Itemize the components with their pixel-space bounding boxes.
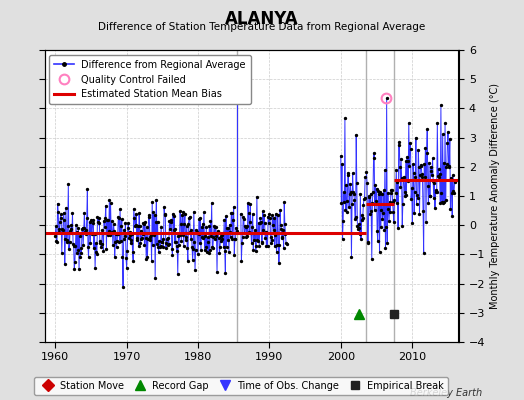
Text: Difference of Station Temperature Data from Regional Average: Difference of Station Temperature Data f…	[99, 22, 425, 32]
Legend: Difference from Regional Average, Quality Control Failed, Estimated Station Mean: Difference from Regional Average, Qualit…	[49, 55, 251, 104]
Y-axis label: Monthly Temperature Anomaly Difference (°C): Monthly Temperature Anomaly Difference (…	[489, 83, 499, 309]
Legend: Station Move, Record Gap, Time of Obs. Change, Empirical Break: Station Move, Record Gap, Time of Obs. C…	[34, 377, 448, 395]
Text: Berkeley Earth: Berkeley Earth	[410, 388, 482, 398]
Text: ALANYA: ALANYA	[225, 10, 299, 28]
